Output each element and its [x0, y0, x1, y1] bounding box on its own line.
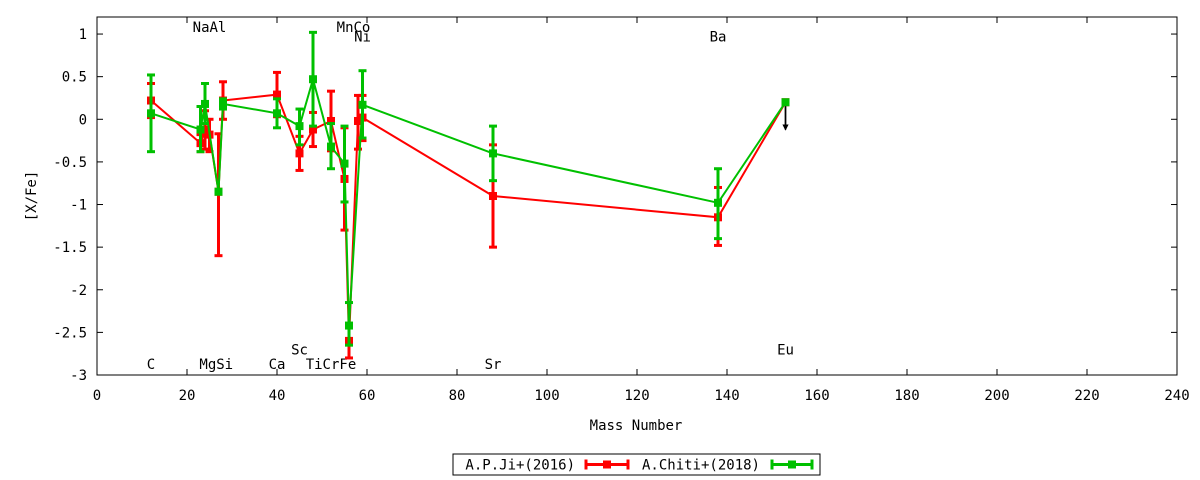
y-tick-label: 0.5 [62, 70, 87, 86]
x-tick-label: 180 [894, 388, 919, 404]
element-label: Ba [710, 30, 727, 46]
data-point [273, 109, 281, 118]
data-point [201, 99, 209, 108]
x-tick-label: 60 [359, 388, 376, 404]
data-point [327, 116, 335, 125]
legend-swatch-marker [603, 460, 611, 469]
data-point [295, 149, 304, 158]
x-tick-label: 80 [449, 388, 466, 404]
data-point [309, 125, 317, 134]
x-axis: 0 20 40 60 80 100 120 140 160 180 200 220 240 [93, 17, 1190, 404]
element-label: Ni [354, 30, 371, 46]
series-line [150, 93, 787, 341]
legend-label: A.P.Ji+(2016) [465, 458, 575, 474]
data-point [345, 321, 353, 330]
x-tick-label: 100 [534, 388, 559, 404]
data-point [219, 99, 227, 108]
element-label: MgSi [199, 357, 233, 373]
series-1 [147, 70, 790, 360]
series-line [150, 75, 787, 326]
series-2 [147, 30, 790, 347]
y-tick-label: -2.5 [53, 325, 87, 341]
data-point [201, 125, 209, 134]
legend-label: A.Chiti+(2018) [642, 458, 760, 474]
x-tick-label: 20 [179, 388, 196, 404]
data-point [196, 125, 205, 134]
legend: A.P.Ji+(2016) A.Chiti+(2018) [452, 453, 821, 476]
element-label: TiCrFe [306, 357, 357, 373]
legend-box [452, 453, 821, 476]
data-point [309, 75, 317, 84]
x-tick-label: 220 [1074, 388, 1099, 404]
element-label: Eu [777, 342, 794, 358]
y-tick-label: -1.5 [53, 240, 87, 256]
y-tick-label: -2 [70, 283, 87, 299]
data-point [327, 142, 335, 151]
y-tick-label: 1 [79, 27, 87, 43]
x-tick-label: 200 [984, 388, 1009, 404]
element-label: C [147, 357, 155, 373]
data-point [358, 100, 367, 109]
x-tick-label: 0 [93, 388, 101, 404]
element-label: MnCo [337, 20, 371, 36]
element-label: Ca [269, 357, 286, 373]
data-point [781, 98, 790, 107]
plot-border [96, 16, 1178, 376]
data-point [489, 192, 497, 200]
legend-swatch-marker [788, 460, 796, 469]
data-point [714, 198, 722, 207]
element-label: Sr [485, 357, 502, 373]
data-point [489, 149, 497, 158]
data-point [147, 109, 155, 118]
data-point [354, 116, 362, 125]
data-point [340, 159, 349, 168]
y-tick-label: -1 [70, 198, 87, 214]
element-label: Sc [291, 342, 308, 358]
upper-limit-arrowhead [782, 124, 789, 131]
y-axis: -3 -2.5 -2 -1.5 -1 -0.5 0 0.5 1 [53, 27, 1177, 384]
y-tick-label: -3 [70, 368, 87, 384]
plot-frame [96, 16, 1178, 376]
element-label: NaAl [193, 20, 227, 36]
series-layer [147, 30, 790, 360]
y-tick-label: 0 [79, 112, 87, 128]
data-point [214, 187, 223, 196]
data-point [295, 122, 304, 131]
x-axis-title: Mass Number [590, 418, 683, 434]
x-tick-label: 240 [1164, 388, 1189, 404]
x-tick-label: 140 [714, 388, 739, 404]
x-tick-label: 120 [624, 388, 649, 404]
x-tick-label: 160 [804, 388, 829, 404]
data-point [273, 90, 281, 99]
y-tick-label: -0.5 [53, 155, 87, 171]
x-tick-label: 40 [269, 388, 286, 404]
y-axis-title: [X/Fe] [24, 171, 40, 222]
